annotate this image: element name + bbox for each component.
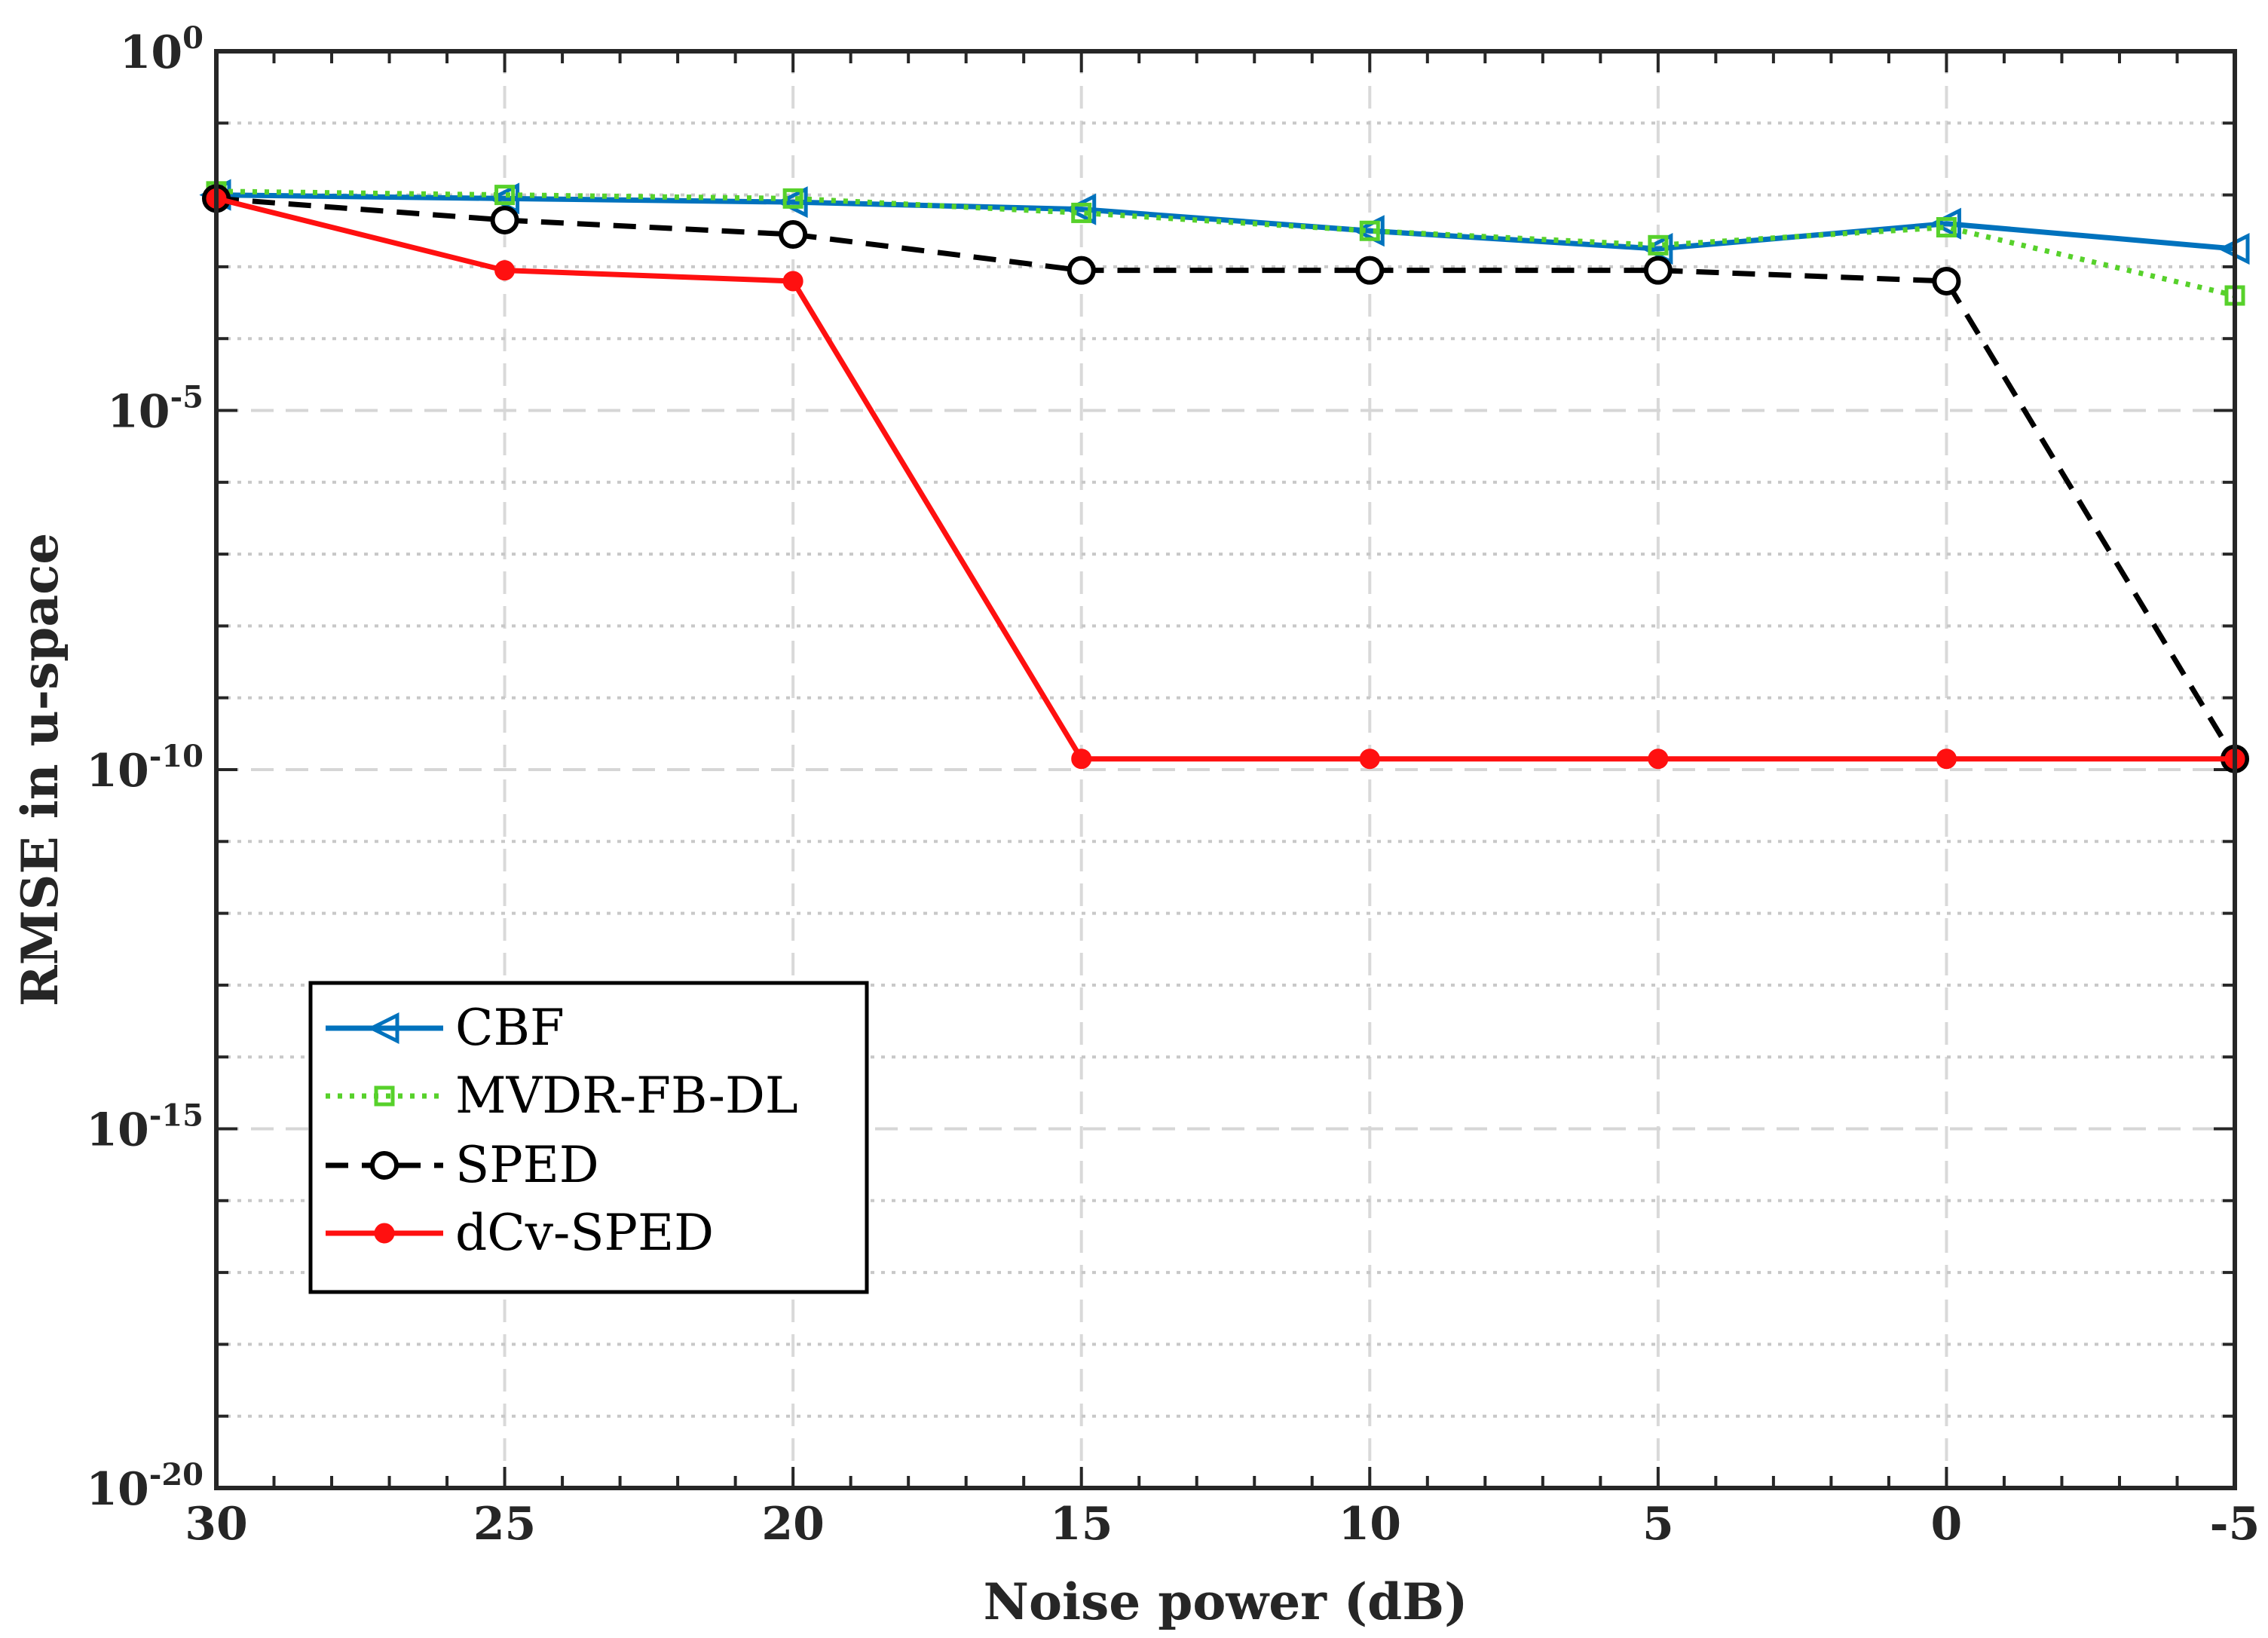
- data-point-sped: [779, 220, 808, 250]
- legend: CBF MVDR-FB-DL SPED dCv-SPED: [308, 981, 869, 1294]
- data-point-dcv-sped: [1359, 749, 1380, 770]
- series-line-sped: [216, 195, 2237, 761]
- y-tick-exponent: -20: [149, 1457, 204, 1493]
- y-tick-exponent: -15: [149, 1098, 204, 1134]
- y-tick-label: 10-10: [86, 739, 204, 798]
- x-tick-label: 5: [1642, 1498, 1674, 1551]
- y-tick-base: 10: [107, 386, 170, 439]
- data-point-sped: [1067, 256, 1096, 285]
- data-point-sped: [490, 205, 519, 234]
- data-point-sped: [1355, 256, 1385, 285]
- y-tick-base: 10: [120, 26, 183, 79]
- data-point-dcv-sped: [782, 271, 803, 292]
- data-point-mvdr-fb-dl: [1648, 234, 1669, 256]
- series-layer: [199, 179, 2250, 773]
- y-tick-exponent: -5: [170, 380, 204, 415]
- legend-label-sped: SPED: [455, 1136, 599, 1194]
- data-point-sped: [1643, 256, 1673, 285]
- data-point-mvdr-fb-dl: [1359, 220, 1380, 241]
- y-tick-label: 10-20: [86, 1457, 204, 1516]
- legend-label-cbf: CBF: [455, 999, 565, 1057]
- series-line-cbf: [216, 192, 2236, 252]
- data-point-mvdr-fb-dl: [782, 188, 803, 209]
- legend-marker-sped: [370, 1151, 399, 1180]
- x-axis-title: Noise power (dB): [984, 1572, 1468, 1631]
- data-point-dcv-sped: [494, 260, 516, 281]
- x-tick-label: -5: [2210, 1498, 2260, 1551]
- y-tick-exponent: -10: [149, 739, 204, 774]
- y-tick-base: 10: [86, 1104, 149, 1157]
- x-tick-labels: 30 25 20 15 10 5 0 -5: [185, 1498, 2260, 1551]
- data-point-mvdr-fb-dl: [1071, 202, 1092, 223]
- plot-frame: [214, 49, 2237, 1490]
- data-point-dcv-sped: [1648, 749, 1669, 770]
- y-tick-base: 10: [86, 1463, 149, 1516]
- data-point-sped: [1932, 266, 1961, 295]
- y-tick-base: 10: [86, 745, 149, 798]
- legend-box: [308, 981, 869, 1294]
- legend-marker-cbf: [367, 1012, 399, 1045]
- legend-marker-mvdr-fb-dl: [374, 1085, 395, 1107]
- series-line-dcv-sped: [216, 195, 2235, 762]
- x-tick-label: 30: [185, 1498, 248, 1551]
- x-tick-label: 20: [761, 1498, 825, 1551]
- data-point-dcv-sped: [1071, 749, 1092, 770]
- data-point-mvdr-fb-dl: [494, 185, 516, 206]
- data-point-mvdr-fb-dl: [1936, 216, 1957, 237]
- legend-label-mvdr-fb-dl: MVDR-FB-DL: [455, 1067, 798, 1125]
- x-tick-label: 10: [1339, 1498, 1402, 1551]
- y-axis-title: RMSE in u-space: [11, 533, 69, 1007]
- y-tick-label: 10-5: [107, 380, 204, 439]
- legend-marker-dcv-sped: [374, 1223, 395, 1244]
- y-tick-exponent: 0: [182, 20, 204, 56]
- x-tick-label: 0: [1931, 1498, 1963, 1551]
- x-tick-label: 15: [1050, 1498, 1113, 1551]
- data-point-dcv-sped: [1936, 749, 1957, 770]
- legend-label-dcv-sped: dCv-SPED: [455, 1204, 714, 1262]
- y-tick-label: 100: [120, 20, 204, 79]
- x-tick-label: 25: [473, 1498, 537, 1551]
- y-tick-label: 10-15: [86, 1098, 204, 1157]
